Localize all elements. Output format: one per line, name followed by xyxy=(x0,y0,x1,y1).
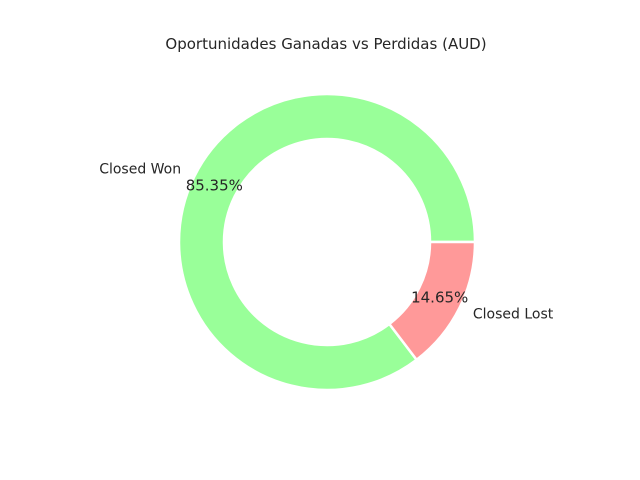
slice-closed-lost xyxy=(388,240,477,362)
chart-title: Oportunidades Ganadas vs Perdidas (AUD) xyxy=(165,35,486,53)
percent-label: 85.35% xyxy=(186,177,243,195)
percent-label: 14.65% xyxy=(411,288,468,306)
labels-group: Closed Won 85.35% Closed Lost 14.65% xyxy=(99,162,554,323)
category-label: Closed Lost xyxy=(473,306,554,322)
category-label: Closed Won xyxy=(99,162,181,178)
slice-closed-won xyxy=(177,92,477,392)
slices-group xyxy=(177,92,477,392)
